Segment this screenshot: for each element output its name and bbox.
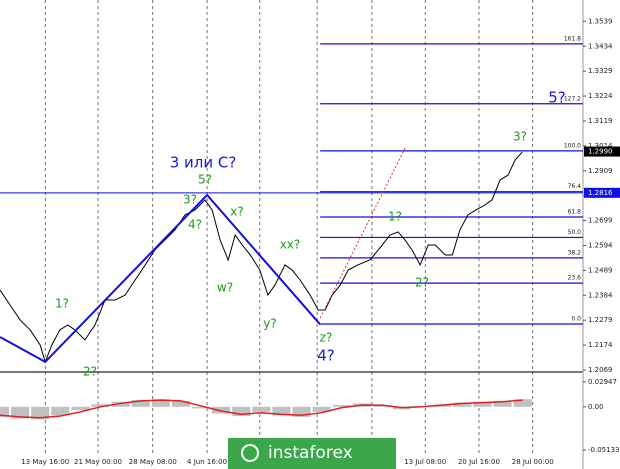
- wave-line: [0, 193, 321, 364]
- wave-label: 5?: [548, 89, 566, 107]
- histogram-bar: [171, 400, 190, 407]
- wave-label: 4?: [188, 218, 202, 232]
- x-tick-label: 28 Jul 00:00: [512, 458, 554, 466]
- x-tick-label: 4 Jun 16:00: [187, 458, 227, 466]
- y-tick-label: 1.2909: [588, 167, 613, 175]
- signal-line: [0, 399, 523, 419]
- y-tick-label: 1.3224: [588, 92, 613, 100]
- y-tick-label: 1.3539: [588, 17, 613, 25]
- banner-text: instaforex: [268, 443, 353, 463]
- x-tick-label: 28 May 08:00: [129, 458, 177, 466]
- wave-label: z?: [320, 331, 333, 345]
- histogram-bar: [71, 406, 90, 411]
- wave-label: x?: [230, 205, 243, 219]
- fib-label: 161.8: [564, 35, 581, 42]
- y-tick-label: 1.2279: [588, 316, 613, 324]
- y-tick-label: 1.3329: [588, 67, 613, 75]
- histogram-bar: [31, 406, 50, 420]
- histogram-bar: [473, 401, 492, 407]
- histogram-bar: [332, 405, 351, 407]
- fib-label: 61.8: [568, 208, 582, 215]
- histogram-bar: [191, 406, 211, 409]
- banner-bg: [228, 438, 396, 469]
- wave-label: 3 или C?: [170, 154, 237, 172]
- y-tick-label: 1.3014: [588, 142, 613, 150]
- wave-label: 4?: [317, 347, 335, 365]
- histogram-bar: [212, 406, 231, 414]
- y-tick-label: 1.2384: [588, 291, 613, 299]
- y-tick-label: 1.3119: [588, 117, 613, 125]
- wave-label: 3?: [513, 130, 527, 144]
- wave-label: 1?: [388, 210, 402, 224]
- y-tick-label: 1.2594: [588, 241, 613, 249]
- y-tick-label: -0.05133: [588, 446, 619, 454]
- x-tick-label: 13 Jul 08:00: [404, 458, 446, 466]
- wave-label: 2?: [83, 365, 97, 379]
- wave-label: xx?: [280, 238, 301, 252]
- x-tick-label: 13 May 16:00: [21, 458, 69, 466]
- y-tick-label: 1.3434: [588, 42, 613, 50]
- histogram-bar: [131, 400, 150, 407]
- wave-label: 5?: [198, 173, 212, 187]
- logo-banner: instaforex: [228, 438, 396, 469]
- price-line: [0, 151, 523, 364]
- histogram-bar: [0, 406, 10, 417]
- histogram-bar: [11, 406, 30, 419]
- price-label-box: [584, 146, 620, 157]
- price-label: 1.2990: [588, 148, 613, 156]
- x-tick-label: 21 May 00:00: [74, 458, 122, 466]
- y-tick-label: 0.00: [588, 403, 604, 411]
- histogram-bar: [493, 400, 512, 407]
- y-tick-label: 0.02947: [588, 378, 617, 386]
- histogram-bar: [292, 406, 311, 417]
- y-tick-label: 1.2489: [588, 266, 613, 274]
- histogram-bar: [272, 406, 291, 416]
- logo-icon: [241, 444, 259, 462]
- histogram-bar: [372, 405, 392, 407]
- histogram-bar: [51, 406, 70, 416]
- wave-label: 3?: [183, 193, 197, 207]
- fib-label: 100.0: [564, 142, 581, 149]
- y-tick-label: 1.2069: [588, 366, 613, 374]
- fib-label: 76.4: [568, 183, 582, 190]
- wave-label: w?: [217, 281, 233, 295]
- histogram-bar: [91, 404, 110, 407]
- histogram-bar: [232, 406, 251, 417]
- histogram-bar: [252, 406, 271, 412]
- wave-label: 1?: [55, 297, 69, 311]
- histogram-bar: [111, 401, 130, 407]
- wave-label: 2?: [415, 276, 429, 290]
- histogram-bar: [151, 399, 170, 407]
- histogram-bar: [513, 399, 532, 407]
- price-label: 1.2816: [588, 189, 613, 197]
- x-tick-label: 20 Jul 16:00: [458, 458, 500, 466]
- histogram-bar: [312, 406, 331, 412]
- fib-label: 23.6: [568, 275, 582, 282]
- fib-label: 50.0: [568, 229, 582, 236]
- y-tick-label: 1.2699: [588, 217, 613, 225]
- y-tick-label: 1.2174: [588, 341, 613, 349]
- fib-label: 127.2: [564, 95, 581, 102]
- fib-label: 38.2: [568, 249, 582, 256]
- histogram-bar: [453, 402, 472, 407]
- price-label-box: [584, 187, 620, 198]
- wave-label: y?: [263, 317, 276, 331]
- fib-label: 0.0: [571, 315, 581, 322]
